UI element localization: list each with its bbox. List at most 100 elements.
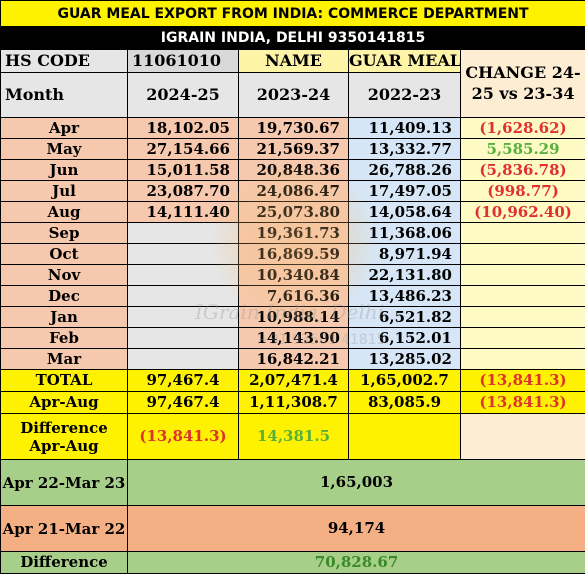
value-2022-23-cell: 6,152.01 bbox=[349, 328, 461, 349]
difference-apr-aug-label: Difference Apr-Aug bbox=[1, 414, 128, 460]
value-2024-25-cell: 14,111.40 bbox=[128, 202, 239, 223]
apr21-mar22-label: Apr 21-Mar 22 bbox=[1, 506, 128, 552]
difference-label: Difference bbox=[1, 552, 128, 574]
change-cell bbox=[461, 244, 585, 265]
column-2022-23-header: 2022-23 bbox=[349, 73, 461, 118]
month-cell: Oct bbox=[1, 244, 128, 265]
value-2024-25-cell: 27,154.66 bbox=[128, 139, 239, 160]
value-2022-23-cell: 22,131.80 bbox=[349, 265, 461, 286]
change-header: CHANGE 24-25 vs 23-34 bbox=[461, 50, 585, 118]
value-2023-24-cell: 19,730.67 bbox=[239, 118, 349, 139]
change-cell: (998.77) bbox=[461, 181, 585, 202]
report-subtitle: IGRAIN INDIA, DELHI 9350141815 bbox=[1, 27, 585, 50]
value-2022-23-cell: 11,409.13 bbox=[349, 118, 461, 139]
apr-aug-2023-24: 1,11,308.7 bbox=[239, 392, 349, 414]
value-2023-24-cell: 10,988.14 bbox=[239, 307, 349, 328]
value-2023-24-cell: 7,616.36 bbox=[239, 286, 349, 307]
value-2023-24-cell: 10,340.84 bbox=[239, 265, 349, 286]
value-2024-25-cell bbox=[128, 223, 239, 244]
difference-value: 70,828.67 bbox=[128, 552, 585, 574]
month-cell: Mar bbox=[1, 349, 128, 370]
value-2024-25-cell bbox=[128, 307, 239, 328]
value-2023-24-cell: 20,848.36 bbox=[239, 160, 349, 181]
apr-aug-change: (13,841.3) bbox=[461, 392, 585, 414]
value-2024-25-cell: 23,087.70 bbox=[128, 181, 239, 202]
value-2024-25-cell: 15,011.58 bbox=[128, 160, 239, 181]
month-cell: Jun bbox=[1, 160, 128, 181]
value-2023-24-cell: 16,869.59 bbox=[239, 244, 349, 265]
change-cell bbox=[461, 307, 585, 328]
difference-apr-aug-empty bbox=[349, 414, 461, 460]
apr21-mar22-value: 94,174 bbox=[128, 506, 585, 552]
total-2024-25: 97,467.4 bbox=[128, 370, 239, 392]
value-2024-25-cell bbox=[128, 349, 239, 370]
value-2024-25-cell bbox=[128, 244, 239, 265]
value-2024-25-cell bbox=[128, 328, 239, 349]
apr-aug-2024-25: 97,467.4 bbox=[128, 392, 239, 414]
value-2024-25-cell: 18,102.05 bbox=[128, 118, 239, 139]
value-2023-24-cell: 14,143.90 bbox=[239, 328, 349, 349]
total-2022-23: 1,65,002.7 bbox=[349, 370, 461, 392]
value-2022-23-cell: 11,368.06 bbox=[349, 223, 461, 244]
month-cell: May bbox=[1, 139, 128, 160]
value-2022-23-cell: 8,971.94 bbox=[349, 244, 461, 265]
change-cell: (5,836.78) bbox=[461, 160, 585, 181]
month-cell: Jan bbox=[1, 307, 128, 328]
month-cell: Sep bbox=[1, 223, 128, 244]
value-2022-23-cell: 26,788.26 bbox=[349, 160, 461, 181]
difference-apr-aug-2024-25: (13,841.3) bbox=[128, 414, 239, 460]
change-cell: (1,628.62) bbox=[461, 118, 585, 139]
total-label: TOTAL bbox=[1, 370, 128, 392]
month-cell: Feb bbox=[1, 328, 128, 349]
value-2022-23-cell: 13,332.77 bbox=[349, 139, 461, 160]
month-cell: Jul bbox=[1, 181, 128, 202]
value-2022-23-cell: 17,497.05 bbox=[349, 181, 461, 202]
value-2023-24-cell: 21,569.37 bbox=[239, 139, 349, 160]
apr-aug-label: Apr-Aug bbox=[1, 392, 128, 414]
month-cell: Aug bbox=[1, 202, 128, 223]
value-2023-24-cell: 24,086.47 bbox=[239, 181, 349, 202]
value-2024-25-cell bbox=[128, 265, 239, 286]
change-cell: 5,585.29 bbox=[461, 139, 585, 160]
change-cell bbox=[461, 286, 585, 307]
change-cell: (10,962.40) bbox=[461, 202, 585, 223]
apr-aug-2022-23: 83,085.9 bbox=[349, 392, 461, 414]
month-cell: Dec bbox=[1, 286, 128, 307]
name-value: GUAR MEAL bbox=[349, 50, 461, 73]
difference-apr-aug-change-empty bbox=[461, 414, 585, 460]
value-2022-23-cell: 14,058.64 bbox=[349, 202, 461, 223]
change-cell bbox=[461, 223, 585, 244]
value-2023-24-cell: 19,361.73 bbox=[239, 223, 349, 244]
column-2024-25-header: 2024-25 bbox=[128, 73, 239, 118]
value-2024-25-cell bbox=[128, 286, 239, 307]
column-2023-24-header: 2023-24 bbox=[239, 73, 349, 118]
apr22-mar23-value: 1,65,003 bbox=[128, 460, 585, 506]
change-cell bbox=[461, 265, 585, 286]
report-title: GUAR MEAL EXPORT FROM INDIA: COMMERCE DE… bbox=[1, 1, 585, 27]
value-2023-24-cell: 25,073.80 bbox=[239, 202, 349, 223]
total-2023-24: 2,07,471.4 bbox=[239, 370, 349, 392]
month-cell: Apr bbox=[1, 118, 128, 139]
month-header: Month bbox=[1, 73, 128, 118]
value-2022-23-cell: 13,486.23 bbox=[349, 286, 461, 307]
value-2022-23-cell: 6,521.82 bbox=[349, 307, 461, 328]
change-cell bbox=[461, 349, 585, 370]
total-change: (13,841.3) bbox=[461, 370, 585, 392]
value-2023-24-cell: 16,842.21 bbox=[239, 349, 349, 370]
hs-code-label: HS CODE bbox=[1, 50, 128, 73]
name-label: NAME bbox=[239, 50, 349, 73]
apr22-mar23-label: Apr 22-Mar 23 bbox=[1, 460, 128, 506]
value-2022-23-cell: 13,285.02 bbox=[349, 349, 461, 370]
